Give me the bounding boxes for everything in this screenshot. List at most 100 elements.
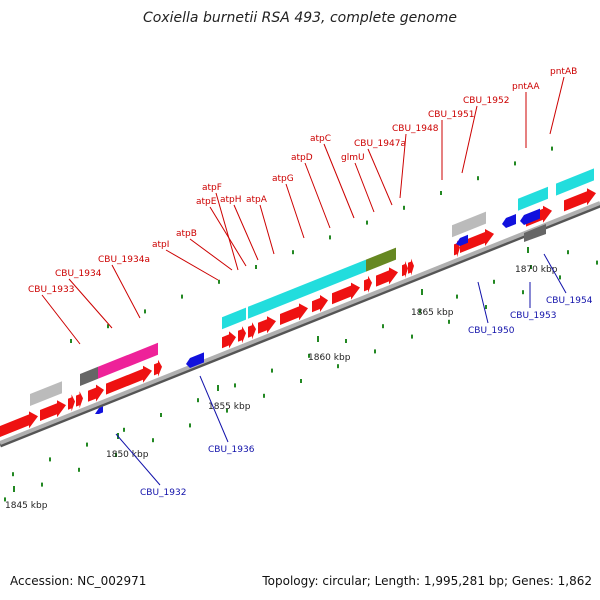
scale-tick-mark bbox=[70, 339, 72, 343]
kbp-tick-mark bbox=[421, 289, 423, 295]
gene-label-cbu_1933: CBU_1933 bbox=[28, 285, 74, 295]
gene-label-leader bbox=[354, 162, 375, 213]
gene-label-leader bbox=[111, 264, 141, 319]
gene-label-leader bbox=[323, 143, 355, 219]
gene-label-leader bbox=[189, 238, 233, 271]
gene-label-cbu_1951: CBU_1951 bbox=[428, 110, 474, 120]
forward-gene-arrow[interactable] bbox=[154, 359, 162, 377]
gene-label-leader bbox=[285, 183, 305, 239]
scale-tick-mark bbox=[477, 176, 479, 181]
kbp-marker-label: 1855 kbp bbox=[208, 402, 251, 412]
scale-tick-mark bbox=[567, 250, 569, 255]
gene-box-glmU[interactable] bbox=[366, 247, 396, 272]
forward-gene-arrow[interactable] bbox=[88, 384, 104, 402]
gene-label-leader bbox=[199, 375, 229, 443]
scale-tick-mark bbox=[292, 250, 294, 255]
scale-tick-mark bbox=[448, 319, 450, 324]
reverse-gene-arrow[interactable] bbox=[520, 208, 540, 225]
scale-tick-mark bbox=[308, 353, 310, 358]
scale-tick-mark bbox=[456, 294, 458, 299]
gene-label-cbu_1953: CBU_1953 bbox=[510, 311, 556, 321]
forward-gene-arrow[interactable] bbox=[460, 229, 494, 253]
scale-tick-mark bbox=[559, 275, 561, 280]
atp-operon-box[interactable] bbox=[262, 283, 306, 314]
scale-tick-mark bbox=[181, 294, 183, 299]
gene-label-pntaa: pntAA bbox=[512, 82, 540, 92]
scale-tick-mark bbox=[4, 497, 6, 502]
kbp-tick-mark bbox=[217, 385, 219, 391]
forward-gene-arrow[interactable] bbox=[564, 188, 596, 212]
gene-label-glmu: glmU bbox=[341, 153, 365, 163]
accession-label: Accession: NC_002971 bbox=[10, 574, 147, 588]
scale-tick-mark bbox=[514, 161, 516, 166]
forward-gene-arrow[interactable] bbox=[376, 267, 398, 287]
scale-tick-mark bbox=[41, 482, 43, 487]
gene-box-dark[interactable] bbox=[524, 223, 546, 232]
forward-gene-arrow[interactable] bbox=[402, 261, 408, 278]
atp-operon-box[interactable] bbox=[222, 307, 246, 330]
gene-label-cbu_1952: CBU_1952 bbox=[463, 96, 509, 106]
scale-tick-mark bbox=[144, 309, 146, 314]
scale-tick-mark bbox=[197, 398, 199, 403]
gene-label-leader bbox=[233, 204, 259, 261]
forward-gene-arrow[interactable] bbox=[332, 282, 360, 305]
forward-gene-arrow[interactable] bbox=[258, 316, 276, 334]
kbp-tick-mark bbox=[527, 247, 529, 253]
genome-summary: Topology: circular; Length: 1,995,281 bp… bbox=[262, 574, 592, 588]
kbp-tick-mark bbox=[13, 486, 15, 492]
gene-label-leader bbox=[549, 76, 565, 135]
forward-gene-arrow[interactable] bbox=[0, 411, 38, 437]
kbp-marker-label: 1865 kbp bbox=[411, 308, 454, 318]
gene-label-leader bbox=[41, 294, 81, 345]
forward-gene-arrow[interactable] bbox=[238, 326, 246, 344]
gene-label-atpf: atpF bbox=[202, 183, 222, 193]
forward-gene-arrow[interactable] bbox=[280, 303, 308, 325]
gene-label-atpi: atpI bbox=[152, 240, 169, 250]
forward-gene-arrow[interactable] bbox=[76, 391, 83, 409]
gene-box-dark[interactable] bbox=[80, 366, 98, 386]
scale-tick-mark bbox=[107, 324, 109, 329]
gene-box-cbu-1934a[interactable] bbox=[150, 342, 158, 358]
forward-gene-arrow[interactable] bbox=[222, 331, 236, 349]
gene-label-atpb: atpB bbox=[176, 229, 197, 239]
scale-tick-mark bbox=[551, 146, 553, 151]
gene-label-cbu_1936: CBU_1936 bbox=[208, 445, 255, 455]
forward-gene-arrow[interactable] bbox=[248, 322, 256, 340]
reverse-gene-arrow[interactable] bbox=[502, 214, 516, 228]
atp-operon-box[interactable] bbox=[306, 275, 326, 296]
scale-tick-mark bbox=[160, 413, 162, 417]
forward-gene-arrow[interactable] bbox=[40, 400, 66, 421]
atp-operon-box[interactable] bbox=[356, 259, 366, 276]
scale-tick-mark bbox=[329, 235, 331, 240]
gene-box-pntAA[interactable] bbox=[518, 186, 548, 211]
gene-box-cbu-1934a[interactable] bbox=[98, 346, 150, 379]
scale-tick-mark bbox=[440, 191, 442, 195]
kbp-marker-label: 1870 kbp bbox=[515, 265, 558, 275]
gene-box-cbu-1953[interactable] bbox=[524, 224, 546, 242]
scale-tick-mark bbox=[403, 205, 405, 210]
scale-tick-mark bbox=[78, 467, 80, 472]
gene-box-pntAB[interactable] bbox=[556, 168, 594, 196]
gene-label-leader bbox=[367, 148, 393, 206]
hypothetical-gene-box[interactable] bbox=[452, 211, 486, 238]
reverse-gene-arrow[interactable] bbox=[95, 406, 103, 414]
reverse-gene-arrow[interactable] bbox=[456, 234, 468, 246]
scale-tick-mark bbox=[12, 472, 14, 477]
forward-gene-arrow[interactable] bbox=[68, 394, 75, 412]
forward-gene-arrow[interactable] bbox=[408, 258, 414, 276]
atp-operon-box[interactable] bbox=[248, 301, 262, 319]
scale-tick-mark bbox=[49, 457, 51, 462]
scale-tick-mark bbox=[300, 379, 302, 383]
forward-gene-arrow[interactable] bbox=[106, 365, 152, 395]
scale-tick-mark bbox=[263, 393, 265, 398]
gene-label-leader bbox=[68, 278, 113, 329]
hypothetical-gene-box[interactable] bbox=[30, 381, 62, 406]
scale-tick-mark bbox=[234, 383, 236, 388]
atp-operon-box[interactable] bbox=[326, 263, 356, 288]
forward-gene-arrow[interactable] bbox=[364, 275, 372, 293]
reverse-gene-arrow[interactable] bbox=[186, 352, 204, 368]
forward-gene-arrow[interactable] bbox=[312, 295, 328, 313]
gene-label-leader bbox=[543, 253, 567, 294]
gene-label-leader bbox=[215, 192, 239, 271]
